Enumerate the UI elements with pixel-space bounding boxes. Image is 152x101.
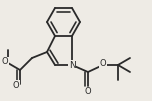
Text: O: O bbox=[13, 80, 19, 89]
Text: O: O bbox=[85, 87, 91, 96]
Text: N: N bbox=[69, 60, 75, 69]
Text: O: O bbox=[2, 57, 8, 66]
Text: O: O bbox=[100, 58, 106, 67]
